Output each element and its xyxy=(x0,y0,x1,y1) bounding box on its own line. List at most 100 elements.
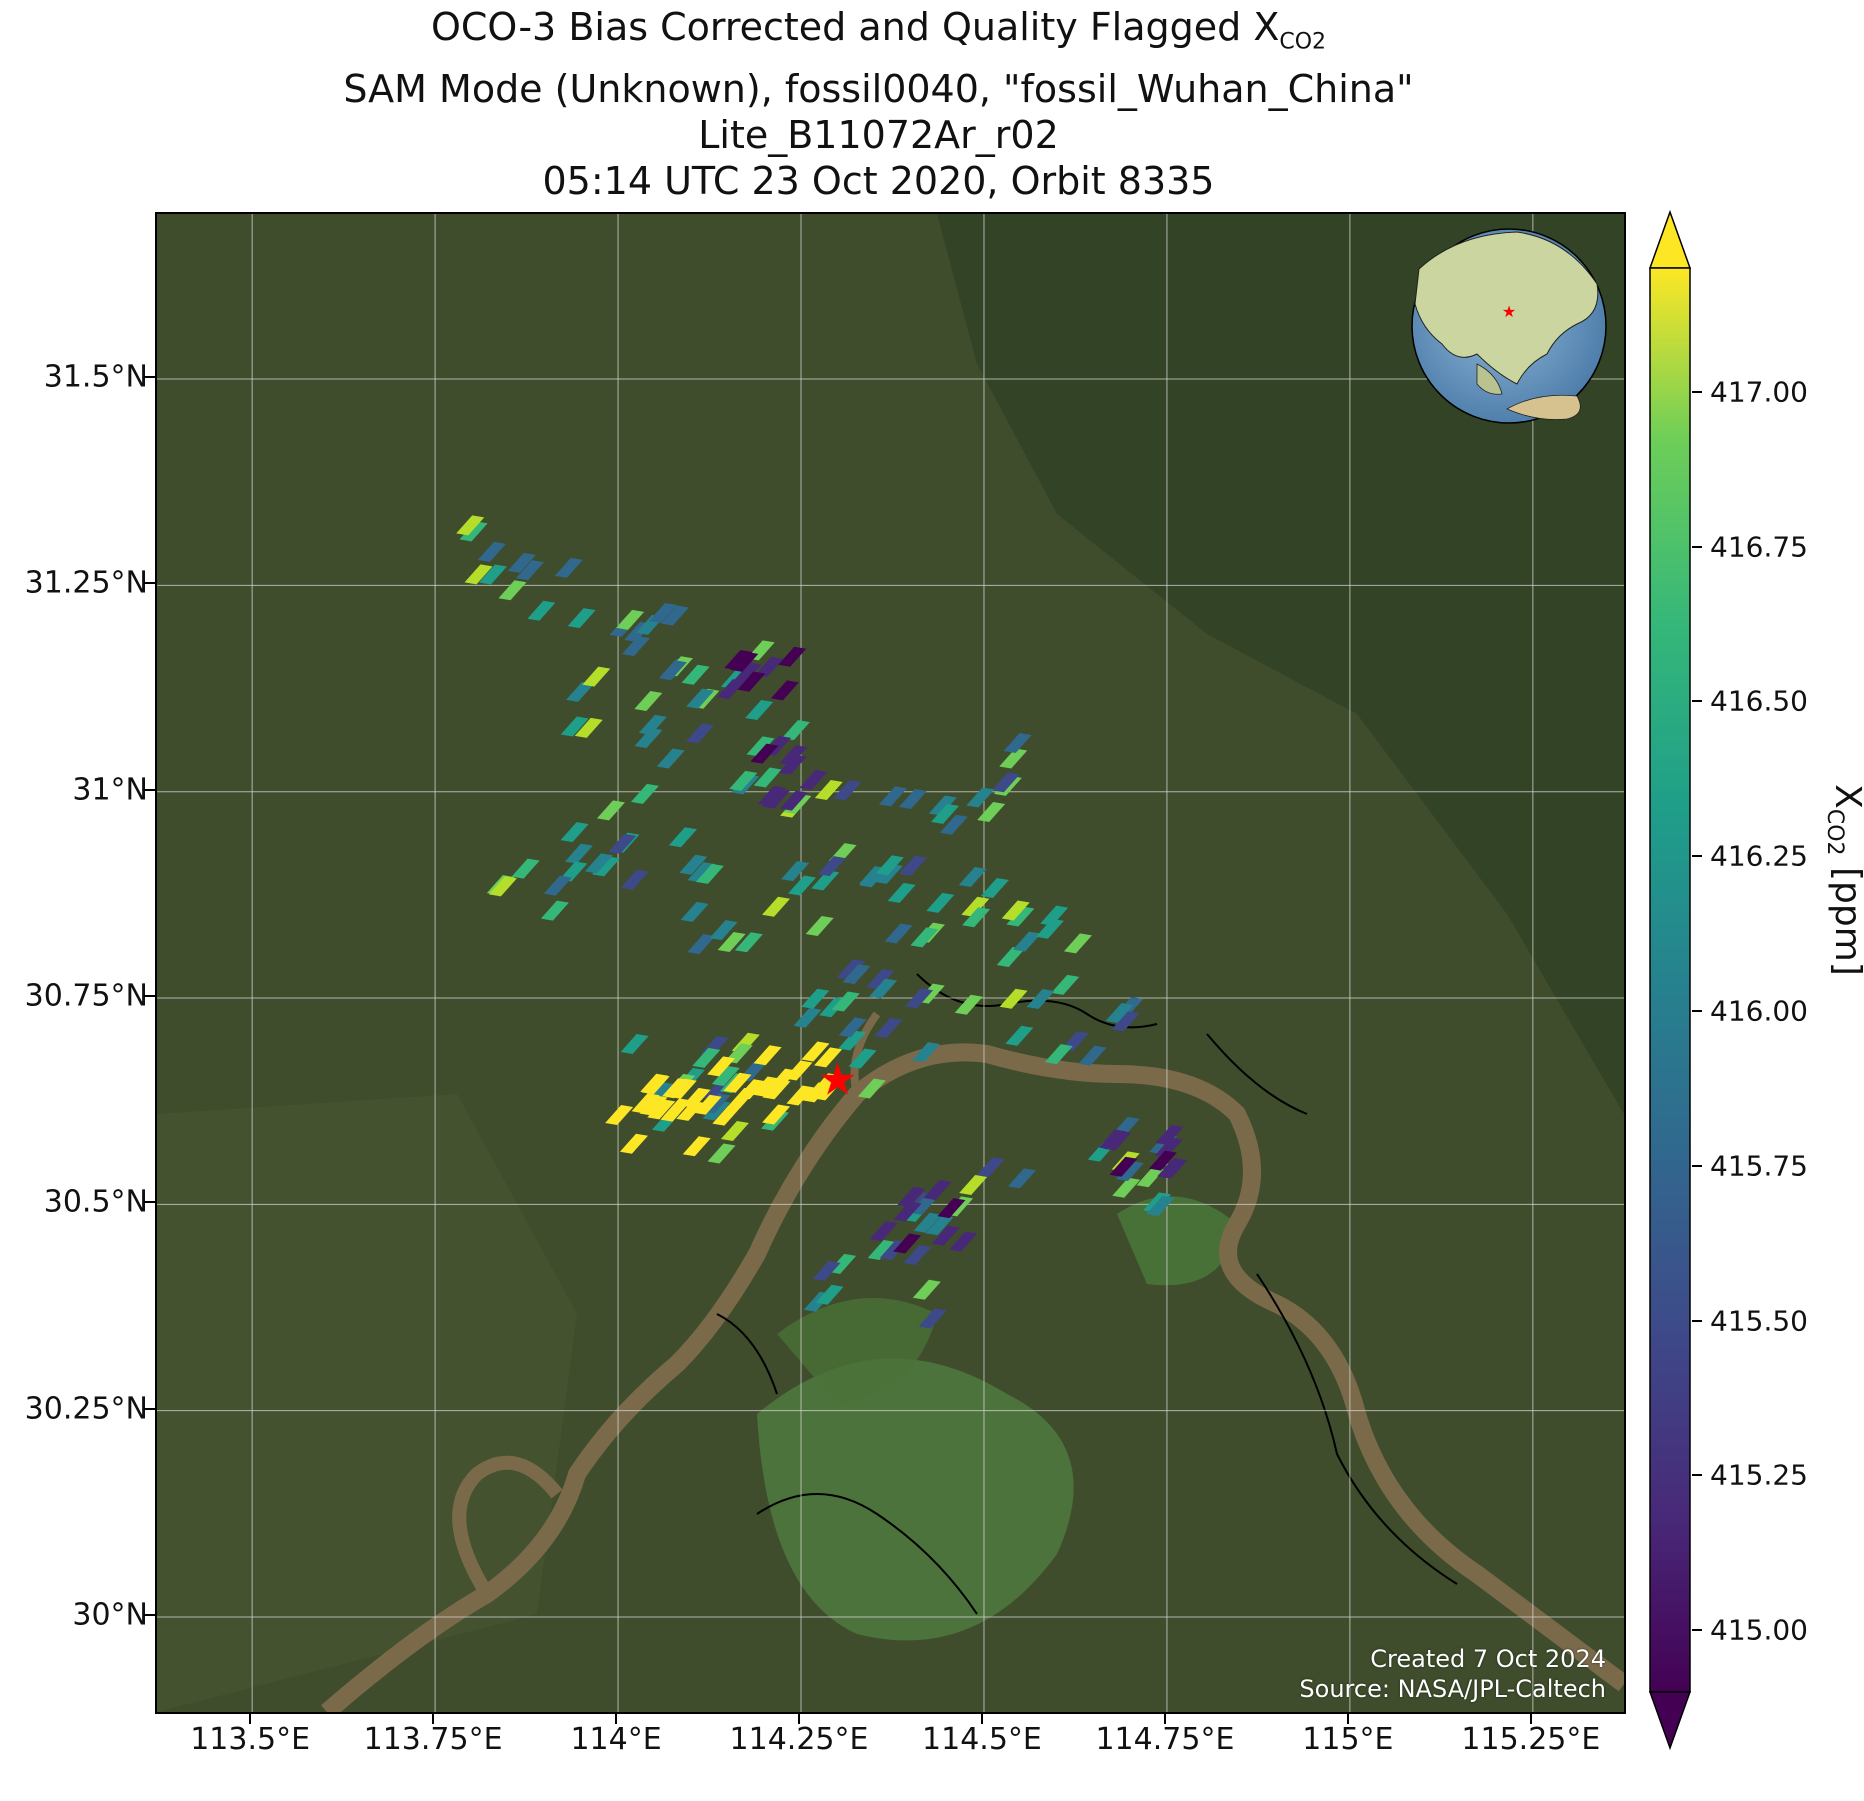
lat-tick-label: 30.75°N xyxy=(24,978,148,1014)
title-line-3: Lite_B11072Ar_r02 xyxy=(698,112,1059,157)
sounding-footprint xyxy=(692,1047,721,1068)
sounding-footprint xyxy=(781,720,810,741)
sounding-footprint xyxy=(1155,1125,1184,1146)
lon-tick-mark xyxy=(615,1714,618,1724)
sounding-footprint xyxy=(640,1073,669,1094)
globe-australia xyxy=(1506,394,1581,420)
lat-tick-mark xyxy=(144,1201,155,1204)
sounding-footprint xyxy=(897,1186,926,1207)
sounding-footprint xyxy=(976,1157,1005,1178)
sounding-footprint xyxy=(582,666,611,687)
sounding-footprint xyxy=(905,988,934,1009)
map-panel[interactable]: ★ ★ Created 7 Oct 2024 Source: NASA/JPL-… xyxy=(155,212,1626,1714)
sounding-footprint xyxy=(687,862,716,883)
title-line-1: OCO-3 Bias Corrected and Quality Flagged… xyxy=(430,5,1327,55)
lat-tick-label: 30°N xyxy=(72,1597,148,1633)
sounding-footprint xyxy=(1006,906,1035,927)
sounding-footprint xyxy=(507,552,536,573)
lon-tick-mark xyxy=(432,1714,435,1724)
sounding-footprint xyxy=(631,1093,660,1114)
lat-tick-mark xyxy=(144,376,155,379)
sounding-footprint xyxy=(707,1143,736,1164)
sounding-footprint xyxy=(566,681,595,702)
sounding-footprint xyxy=(584,853,613,874)
colorbar-tick-mark xyxy=(1692,1474,1702,1477)
sounding-footprint xyxy=(884,923,913,944)
sounding-footprint xyxy=(801,988,830,1009)
colorbar-tick-mark xyxy=(1692,390,1702,393)
sounding-footprint xyxy=(693,1094,722,1115)
sounding-footprint xyxy=(893,1201,922,1222)
lon-tick-label: 113.5°E xyxy=(190,1722,311,1757)
colorbar-title: XCO2 [ppm] xyxy=(1821,784,1864,976)
sounding-footprint xyxy=(649,603,678,624)
sounding-footprint xyxy=(757,785,786,806)
lat-tick-label: 31°N xyxy=(72,772,148,808)
sounding-footprint xyxy=(1063,933,1092,954)
sounding-footprint xyxy=(750,743,779,764)
sounding-footprint xyxy=(745,699,774,720)
sounding-footprint xyxy=(869,978,898,999)
sounding-footprint xyxy=(770,680,799,701)
sounding-footprint xyxy=(913,1212,942,1233)
lon-tick-label: 115.25°E xyxy=(1461,1722,1601,1757)
sounding-footprint xyxy=(668,1078,697,1099)
lon-tick-label: 114.25°E xyxy=(729,1722,869,1757)
sounding-footprint xyxy=(456,515,485,536)
lat-tick-mark xyxy=(144,788,155,791)
colorbar-tick-label: 416.00 xyxy=(1710,994,1808,1028)
colorbar-tick-label: 417.00 xyxy=(1710,375,1808,409)
sounding-footprint xyxy=(729,770,758,791)
sounding-footprint xyxy=(779,790,808,811)
sounding-footprint xyxy=(564,843,593,864)
han-river xyxy=(850,1011,881,1095)
sounding-footprint xyxy=(869,1221,898,1242)
sounding-footprint xyxy=(751,1076,780,1097)
sounding-footprint xyxy=(867,1239,896,1260)
sounding-footprint xyxy=(1026,989,1055,1010)
sounding-footprint xyxy=(686,723,715,744)
river-meander xyxy=(452,1455,563,1598)
sounding-footprint xyxy=(1105,1002,1134,1023)
sounding-footprint xyxy=(720,1120,749,1141)
lat-tick-mark xyxy=(144,995,155,997)
sounding-footprint xyxy=(874,1017,903,1038)
colorbar-tick-mark xyxy=(1692,855,1702,858)
lon-tick-label: 114°E xyxy=(570,1722,662,1757)
sounding-footprint xyxy=(1111,1011,1140,1032)
sounding-footprint xyxy=(926,892,955,913)
sounding-footprint xyxy=(1159,1158,1188,1179)
sounding-footprint xyxy=(1003,733,1032,754)
sounding-footprint xyxy=(999,988,1028,1009)
sounding-footprint xyxy=(912,1279,941,1300)
sounding-footprint xyxy=(909,1194,938,1215)
sounding-footprint xyxy=(660,605,689,626)
sounding-footprint xyxy=(954,994,983,1015)
globe-islands xyxy=(1476,363,1503,395)
globe-asia xyxy=(1414,231,1599,385)
sounding-footprint xyxy=(980,877,1009,898)
yangtze-river xyxy=(321,1043,1624,1712)
lon-tick-mark xyxy=(249,1714,252,1724)
sounding-footprint xyxy=(1109,1156,1138,1177)
sounding-footprint xyxy=(639,1095,668,1116)
sounding-footprint xyxy=(737,1079,766,1100)
sounding-footprint xyxy=(477,541,506,562)
title-line-2: SAM Mode (Unknown), fossil0040, "fossil_… xyxy=(343,66,1414,111)
sounding-footprint xyxy=(660,1101,689,1122)
sounding-footprint xyxy=(903,1245,932,1266)
sounding-footprint xyxy=(1001,900,1030,921)
sounding-footprint xyxy=(1146,1195,1175,1216)
sounding-footprint xyxy=(857,1078,886,1099)
xco2-soundings xyxy=(456,515,1188,1329)
lat-tick-mark xyxy=(144,1613,155,1616)
sounding-footprint xyxy=(712,1105,741,1126)
sounding-footprint xyxy=(527,600,556,621)
colorbar-tick-mark xyxy=(1692,1164,1702,1167)
sounding-footprint xyxy=(949,1231,978,1252)
sounding-footprint xyxy=(753,767,782,788)
sounding-footprint xyxy=(647,1099,676,1120)
sounding-footprint xyxy=(1051,974,1080,995)
sounding-footprint xyxy=(814,1047,843,1068)
lon-tick-label: 114.5°E xyxy=(922,1722,1042,1757)
